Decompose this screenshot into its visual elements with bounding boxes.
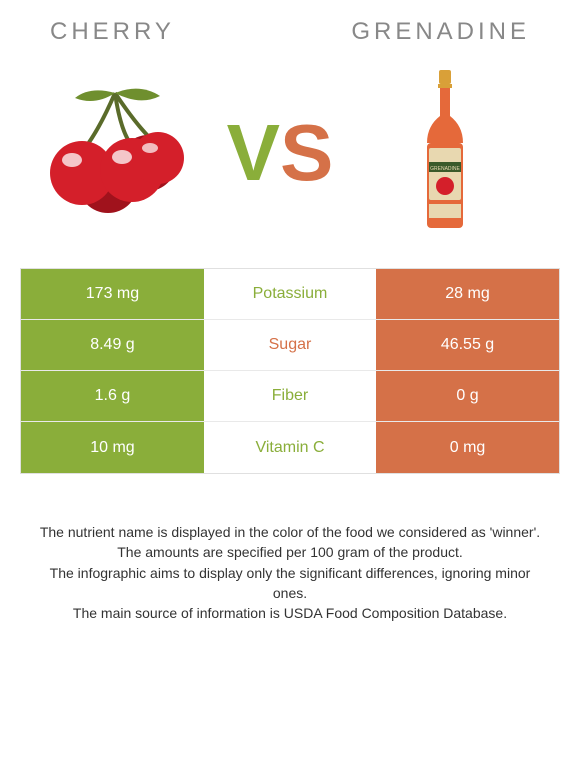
cell-right-value: 28 mg (376, 269, 559, 319)
cell-left-value: 8.49 g (21, 320, 204, 370)
cell-left-value: 173 mg (21, 269, 204, 319)
cell-left-value: 10 mg (21, 422, 204, 473)
table-row: 10 mgVitamin C0 mg (21, 422, 559, 473)
table-row: 8.49 gSugar46.55 g (21, 320, 559, 371)
cherry-image (30, 68, 200, 238)
svg-text:GRENADINE: GRENADINE (430, 166, 460, 172)
footer-line: The nutrient name is displayed in the co… (32, 522, 548, 542)
footer-line: The main source of information is USDA F… (32, 603, 548, 623)
title-row: CHERRY GRENADINE (20, 0, 560, 58)
title-right: GRENADINE (351, 18, 530, 46)
nutrient-table: 173 mgPotassium28 mg8.49 gSugar46.55 g1.… (20, 268, 560, 474)
bottle-icon: GRENADINE (415, 68, 475, 238)
cell-nutrient-name: Sugar (204, 320, 376, 370)
cell-right-value: 0 g (376, 371, 559, 421)
cell-nutrient-name: Potassium (204, 269, 376, 319)
cell-nutrient-name: Fiber (204, 371, 376, 421)
footer-notes: The nutrient name is displayed in the co… (20, 474, 560, 623)
cherry-icon (40, 78, 190, 228)
table-row: 173 mgPotassium28 mg (21, 269, 559, 320)
cell-right-value: 0 mg (376, 422, 559, 473)
footer-line: The amounts are specified per 100 gram o… (32, 542, 548, 562)
vs-label: VS (227, 113, 334, 193)
grenadine-image: GRENADINE (360, 68, 530, 238)
title-left: CHERRY (50, 18, 175, 46)
vs-s: S (280, 108, 333, 197)
cell-left-value: 1.6 g (21, 371, 204, 421)
cell-nutrient-name: Vitamin C (204, 422, 376, 473)
table-row: 1.6 gFiber0 g (21, 371, 559, 422)
footer-line: The infographic aims to display only the… (32, 563, 548, 604)
hero-row: VS GRENADINE (20, 58, 560, 268)
vs-v: V (227, 108, 280, 197)
cell-right-value: 46.55 g (376, 320, 559, 370)
